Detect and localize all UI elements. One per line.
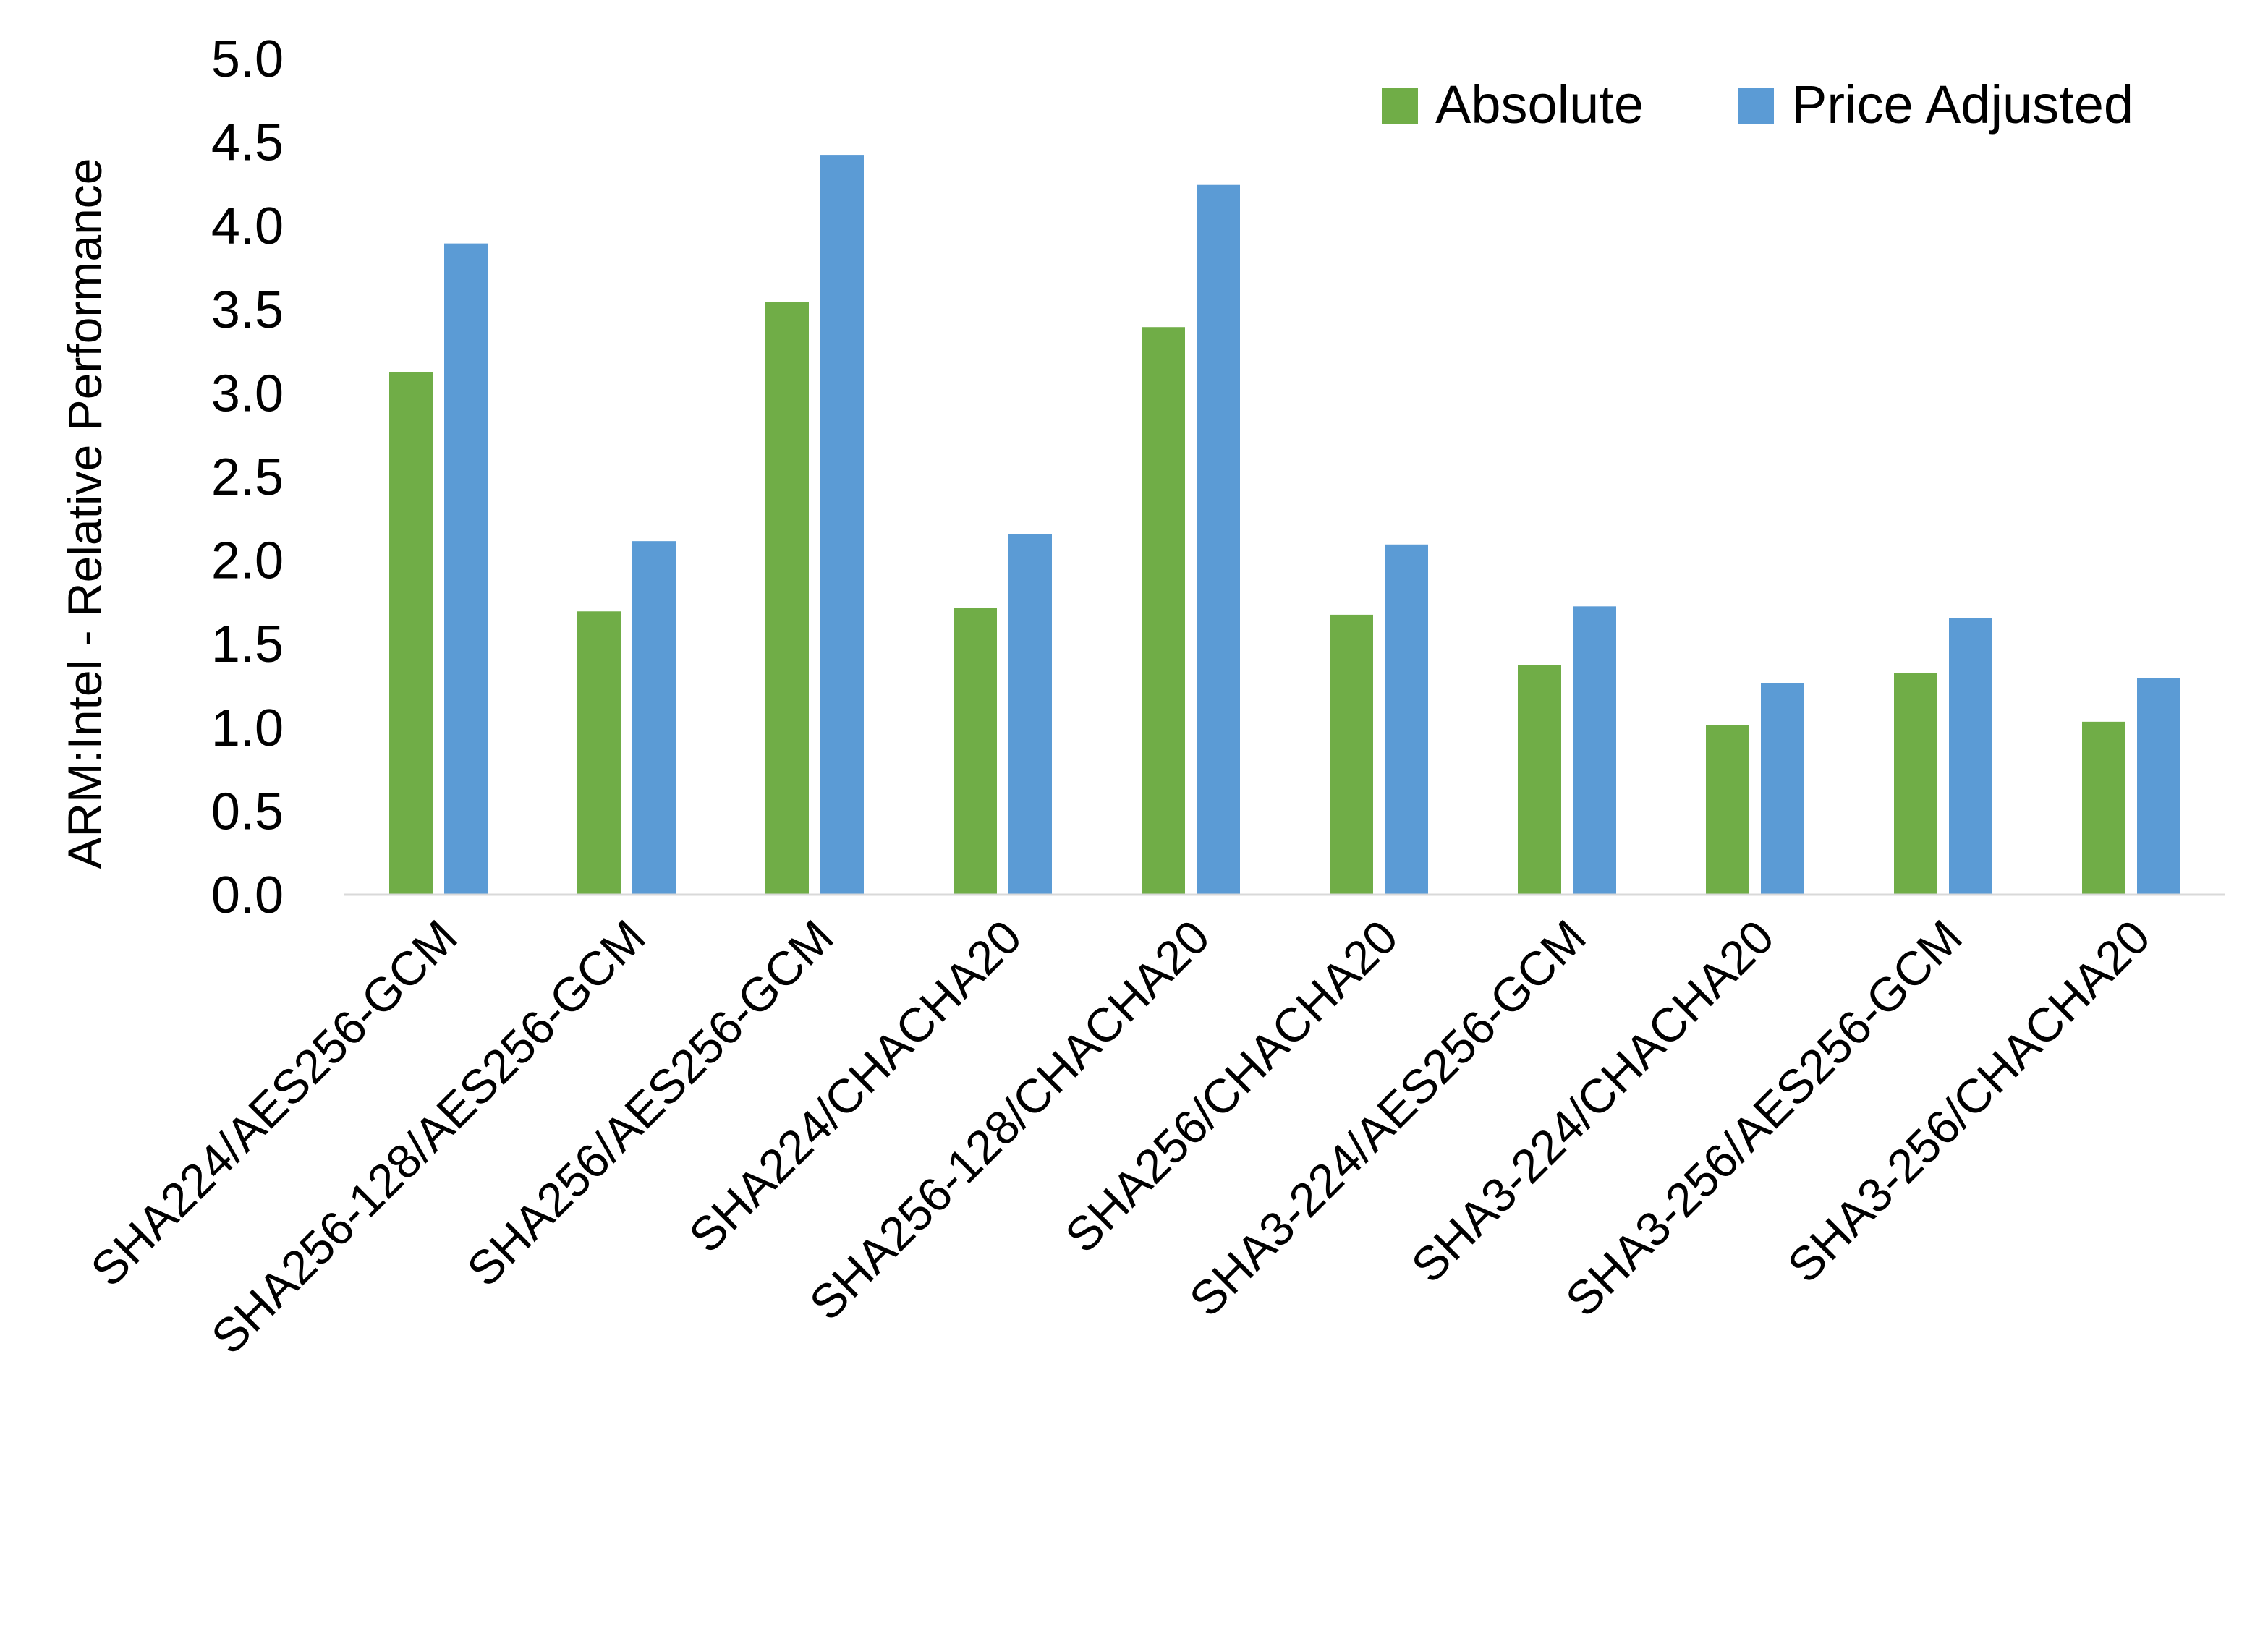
legend: Absolute Price Adjusted [1382, 74, 2133, 135]
y-tick-label: 4.5 [211, 114, 284, 172]
bar-price-adjusted [1761, 683, 1804, 894]
bar-price-adjusted [2137, 678, 2180, 894]
bar-price-adjusted [1008, 534, 1052, 894]
legend-swatch-price-adjusted [1738, 88, 1774, 124]
x-category-label: SHA3-224/AES256-GCM [1179, 910, 1596, 1326]
bar-absolute [2082, 721, 2125, 894]
bar-price-adjusted [1949, 618, 1992, 894]
bar-price-adjusted [1573, 606, 1616, 894]
bar-absolute [1894, 673, 1937, 894]
bar-price-adjusted [1197, 184, 1240, 894]
bar-absolute [1330, 614, 1373, 894]
y-tick-label: 4.0 [211, 197, 284, 255]
y-tick-label: 0.5 [211, 783, 284, 840]
y-tick-label: 5.0 [211, 30, 284, 88]
y-tick-label: 2.0 [211, 532, 284, 590]
bar-price-adjusted [820, 155, 864, 894]
x-category-label: SHA256-128/CHACHA20 [799, 910, 1220, 1331]
bar-price-adjusted [444, 243, 488, 895]
bar-absolute [1706, 725, 1749, 894]
x-category-label: SHA224/AES256-GCM [80, 910, 467, 1297]
x-category-label: SHA224/CHACHA20 [679, 910, 1032, 1263]
bar-absolute [765, 302, 809, 894]
y-tick-label: 0.0 [211, 866, 284, 924]
y-axis-label: ARM:Intel - Relative Performance [58, 158, 111, 869]
legend-swatch-absolute [1382, 88, 1418, 124]
x-category-label: SHA3-256/AES256-GCM [1555, 910, 1972, 1326]
y-tick-label: 1.0 [211, 699, 284, 757]
y-tick-label: 2.5 [211, 448, 284, 506]
y-tick-label: 3.0 [211, 365, 284, 422]
bar-price-adjusted [1385, 544, 1428, 894]
legend-label-absolute: Absolute [1435, 74, 1644, 135]
x-category-label: SHA256/AES256-GCM [456, 910, 844, 1297]
bar-price-adjusted [632, 541, 676, 894]
x-category-label: SHA3-256/CHACHA20 [1777, 910, 2160, 1293]
bar-absolute [1142, 327, 1185, 894]
bar-absolute [1518, 665, 1561, 894]
bar-absolute [389, 372, 433, 894]
y-tick-label: 1.5 [211, 616, 284, 673]
y-tick-label: 3.5 [211, 281, 284, 339]
x-category-label: SHA3-224/CHACHA20 [1401, 910, 1784, 1293]
x-category-label: SHA256/CHACHA20 [1055, 910, 1408, 1263]
bar-absolute [577, 611, 621, 894]
bar-absolute [954, 608, 997, 894]
legend-label-price-adjusted: Price Adjusted [1791, 74, 2133, 135]
